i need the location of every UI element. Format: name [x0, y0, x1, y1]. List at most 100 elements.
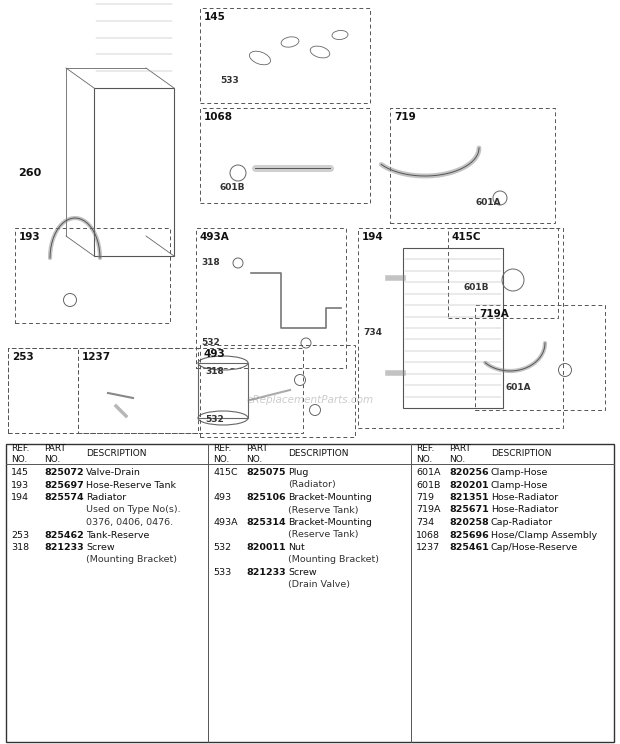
Bar	[390, 108, 555, 223]
Text: DESCRIPTION: DESCRIPTION	[491, 449, 551, 458]
Text: Nut: Nut	[288, 543, 305, 552]
Text: Clamp-Hose: Clamp-Hose	[491, 468, 548, 477]
Text: (Radiator): (Radiator)	[288, 481, 336, 490]
Text: 415C: 415C	[213, 468, 238, 477]
Text: 820256: 820256	[449, 468, 489, 477]
Text: 1068: 1068	[204, 112, 233, 122]
Text: 415C: 415C	[452, 232, 482, 242]
Text: 719: 719	[394, 112, 416, 122]
Text: (Reserve Tank): (Reserve Tank)	[288, 505, 359, 515]
Bar	[200, 108, 370, 203]
Text: 821351: 821351	[449, 493, 489, 502]
Text: (Mounting Bracket): (Mounting Bracket)	[86, 556, 177, 565]
Text: 253: 253	[12, 352, 33, 362]
Text: 193: 193	[19, 232, 41, 242]
Bar	[475, 305, 605, 410]
Text: 825671: 825671	[449, 505, 489, 515]
Text: 719A: 719A	[479, 309, 509, 319]
Text: 821233: 821233	[247, 568, 286, 577]
Text: 1068: 1068	[416, 530, 440, 539]
Text: Bracket-Mounting: Bracket-Mounting	[288, 493, 373, 502]
Text: Hose-Radiator: Hose-Radiator	[491, 505, 558, 515]
Text: REF.
NO.: REF. NO.	[213, 444, 232, 464]
Text: DESCRIPTION: DESCRIPTION	[288, 449, 349, 458]
Text: Screw: Screw	[86, 543, 115, 552]
Text: 533: 533	[213, 568, 232, 577]
Text: 719A: 719A	[416, 505, 440, 515]
Text: 825696: 825696	[449, 530, 489, 539]
Text: 194: 194	[11, 493, 29, 502]
Text: 719: 719	[416, 493, 434, 502]
Text: 825462: 825462	[44, 530, 84, 539]
Text: Cap/Hose-Reserve: Cap/Hose-Reserve	[491, 543, 578, 552]
Text: 820258: 820258	[449, 518, 489, 527]
Bar	[8, 348, 78, 433]
Text: 193: 193	[11, 481, 29, 490]
Text: 145: 145	[11, 468, 29, 477]
Text: 145: 145	[204, 12, 226, 22]
Bar	[6, 444, 614, 742]
Text: Cap-Radiator: Cap-Radiator	[491, 518, 553, 527]
Bar	[78, 348, 198, 433]
Text: Hose-Radiator: Hose-Radiator	[491, 493, 558, 502]
Bar	[94, 88, 174, 256]
Text: 493: 493	[204, 349, 226, 359]
Text: 825106: 825106	[247, 493, 286, 502]
Bar	[200, 8, 370, 103]
Text: 825574: 825574	[44, 493, 84, 502]
Text: (Mounting Bracket): (Mounting Bracket)	[288, 556, 379, 565]
Text: 825697: 825697	[44, 481, 84, 490]
Text: 1237: 1237	[82, 352, 111, 362]
Text: 601A: 601A	[475, 198, 500, 207]
Text: 493A: 493A	[200, 232, 230, 242]
Text: PART
NO.: PART NO.	[44, 444, 66, 464]
Text: Clamp-Hose: Clamp-Hose	[491, 481, 548, 490]
Text: (Reserve Tank): (Reserve Tank)	[288, 530, 359, 539]
Bar	[8, 348, 303, 433]
Bar	[15, 228, 170, 323]
Text: Valve-Drain: Valve-Drain	[86, 468, 141, 477]
Text: Hose/Clamp Assembly: Hose/Clamp Assembly	[491, 530, 597, 539]
Text: 532: 532	[201, 338, 219, 347]
Text: Bracket-Mounting: Bracket-Mounting	[288, 518, 373, 527]
Text: (Drain Valve): (Drain Valve)	[288, 580, 350, 589]
Bar	[403, 248, 503, 408]
Text: 1237: 1237	[416, 543, 440, 552]
Text: 601A: 601A	[505, 383, 531, 392]
Text: Used on Type No(s).: Used on Type No(s).	[86, 505, 180, 515]
Text: 194: 194	[362, 232, 384, 242]
Text: 532: 532	[213, 543, 232, 552]
Text: Hose-Reserve Tank: Hose-Reserve Tank	[86, 481, 176, 490]
Text: REF.
NO.: REF. NO.	[11, 444, 29, 464]
Text: 734: 734	[416, 518, 434, 527]
Text: 601B: 601B	[220, 183, 246, 192]
Text: 734: 734	[363, 328, 382, 337]
Text: 601B: 601B	[463, 283, 489, 292]
Text: eReplacementParts.com: eReplacementParts.com	[246, 395, 374, 405]
Text: 821233: 821233	[44, 543, 84, 552]
Text: 533: 533	[220, 76, 239, 85]
Text: 318: 318	[11, 543, 29, 552]
Text: 820201: 820201	[449, 481, 489, 490]
Text: 260: 260	[18, 168, 42, 178]
Text: 825314: 825314	[247, 518, 286, 527]
Text: 493: 493	[213, 493, 232, 502]
Text: 825072: 825072	[44, 468, 84, 477]
Bar	[448, 228, 558, 318]
Text: 601A: 601A	[416, 468, 440, 477]
Text: Radiator: Radiator	[86, 493, 126, 502]
Text: 318: 318	[201, 258, 219, 267]
Text: 820011: 820011	[247, 543, 286, 552]
Text: Plug: Plug	[288, 468, 309, 477]
Text: 493A: 493A	[213, 518, 238, 527]
Text: PART
NO.: PART NO.	[247, 444, 268, 464]
Text: 318: 318	[205, 367, 224, 376]
Text: 825075: 825075	[247, 468, 286, 477]
Text: REF.
NO.: REF. NO.	[416, 444, 434, 464]
Text: Tank-Reserve: Tank-Reserve	[86, 530, 149, 539]
Text: DESCRIPTION: DESCRIPTION	[86, 449, 146, 458]
Bar	[196, 228, 346, 368]
Text: 0376, 0406, 0476.: 0376, 0406, 0476.	[86, 518, 173, 527]
Text: PART
NO.: PART NO.	[449, 444, 471, 464]
Text: 253: 253	[11, 530, 29, 539]
